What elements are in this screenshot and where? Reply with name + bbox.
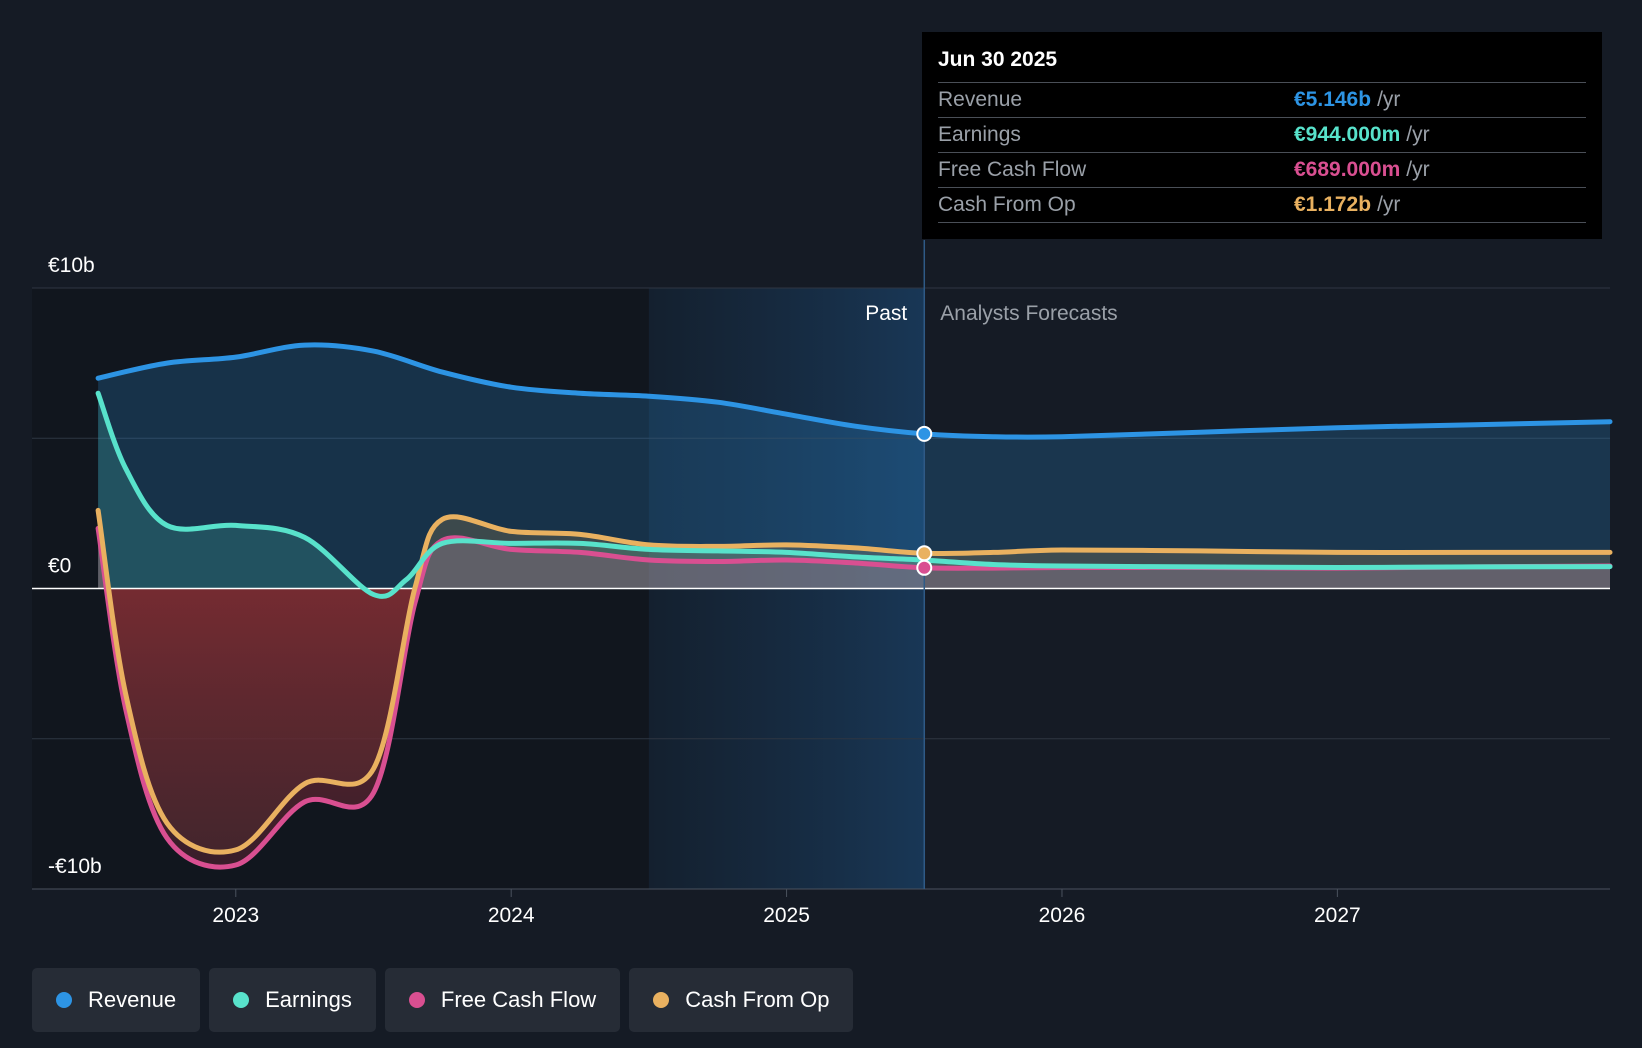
legend-item-revenue[interactable]: Revenue (32, 968, 201, 1032)
legend-label: Earnings (265, 987, 352, 1012)
x-tick-label: 2025 (763, 904, 810, 927)
highlight-point-fcf (916, 559, 933, 576)
x-tick-label: 2026 (1039, 904, 1086, 927)
past-label: Past (865, 302, 907, 325)
tooltip-row-cash-from-op: Cash From Op €1.172b /yr (938, 188, 1586, 223)
area-earnings (98, 393, 1611, 597)
y-tick-label: €10b (48, 254, 95, 277)
legend-dot-icon (56, 992, 72, 1008)
series-line-earnings (95, 390, 1613, 599)
area-revenue (98, 344, 1611, 589)
tooltip-row-free-cash-flow: Free Cash Flow €689.000m /yr (938, 153, 1586, 188)
tooltip-row-earnings: Earnings €944.000m /yr (938, 118, 1586, 153)
legend-dot-icon (233, 992, 250, 1008)
legend: Revenue Earnings Free Cash Flow Cash Fro… (32, 968, 854, 1032)
x-tick-label: 2023 (212, 904, 259, 927)
tooltip-value: €689.000m (1294, 158, 1401, 181)
tooltip-value: €5.146b (1294, 88, 1372, 111)
tooltip-unit: /yr (1377, 88, 1401, 111)
tooltip-row-revenue: Revenue €5.146b /yr (938, 83, 1586, 118)
x-tick-label: 2027 (1314, 904, 1361, 927)
tooltip-label: Revenue (938, 88, 1023, 111)
tooltip-value: €1.172b (1294, 193, 1372, 216)
legend-item-cash-from-op[interactable]: Cash From Op (629, 968, 854, 1032)
y-tick-label: -€10b (48, 855, 102, 878)
forecast-label: Analysts Forecasts (940, 302, 1117, 325)
highlight-point-revenue (916, 425, 933, 442)
tooltip: Jun 30 2025 Revenue €5.146b /yr Earnings… (922, 32, 1602, 239)
tooltip-value: €944.000m (1294, 123, 1401, 146)
tooltip-label: Cash From Op (938, 193, 1076, 216)
highlight-point-cfo (916, 545, 933, 562)
tooltip-date: Jun 30 2025 (938, 46, 1586, 83)
tooltip-unit: /yr (1406, 123, 1430, 146)
tooltip-label: Free Cash Flow (938, 158, 1087, 181)
legend-label: Revenue (88, 987, 177, 1012)
tooltip-unit: /yr (1377, 193, 1401, 216)
legend-label: Cash From Op (685, 987, 830, 1012)
legend-label: Free Cash Flow (440, 987, 597, 1012)
legend-dot-icon (653, 992, 670, 1008)
legend-dot-icon (408, 992, 425, 1008)
tooltip-unit: /yr (1406, 158, 1430, 181)
legend-item-free-cash-flow[interactable]: Free Cash Flow (384, 968, 621, 1032)
x-tick-label: 2024 (488, 904, 535, 927)
legend-item-earnings[interactable]: Earnings (209, 968, 376, 1032)
y-tick-label: €0 (48, 555, 71, 578)
series-line-cfo (95, 507, 1613, 855)
tooltip-label: Earnings (938, 123, 1021, 146)
series-line-revenue (95, 342, 1613, 440)
